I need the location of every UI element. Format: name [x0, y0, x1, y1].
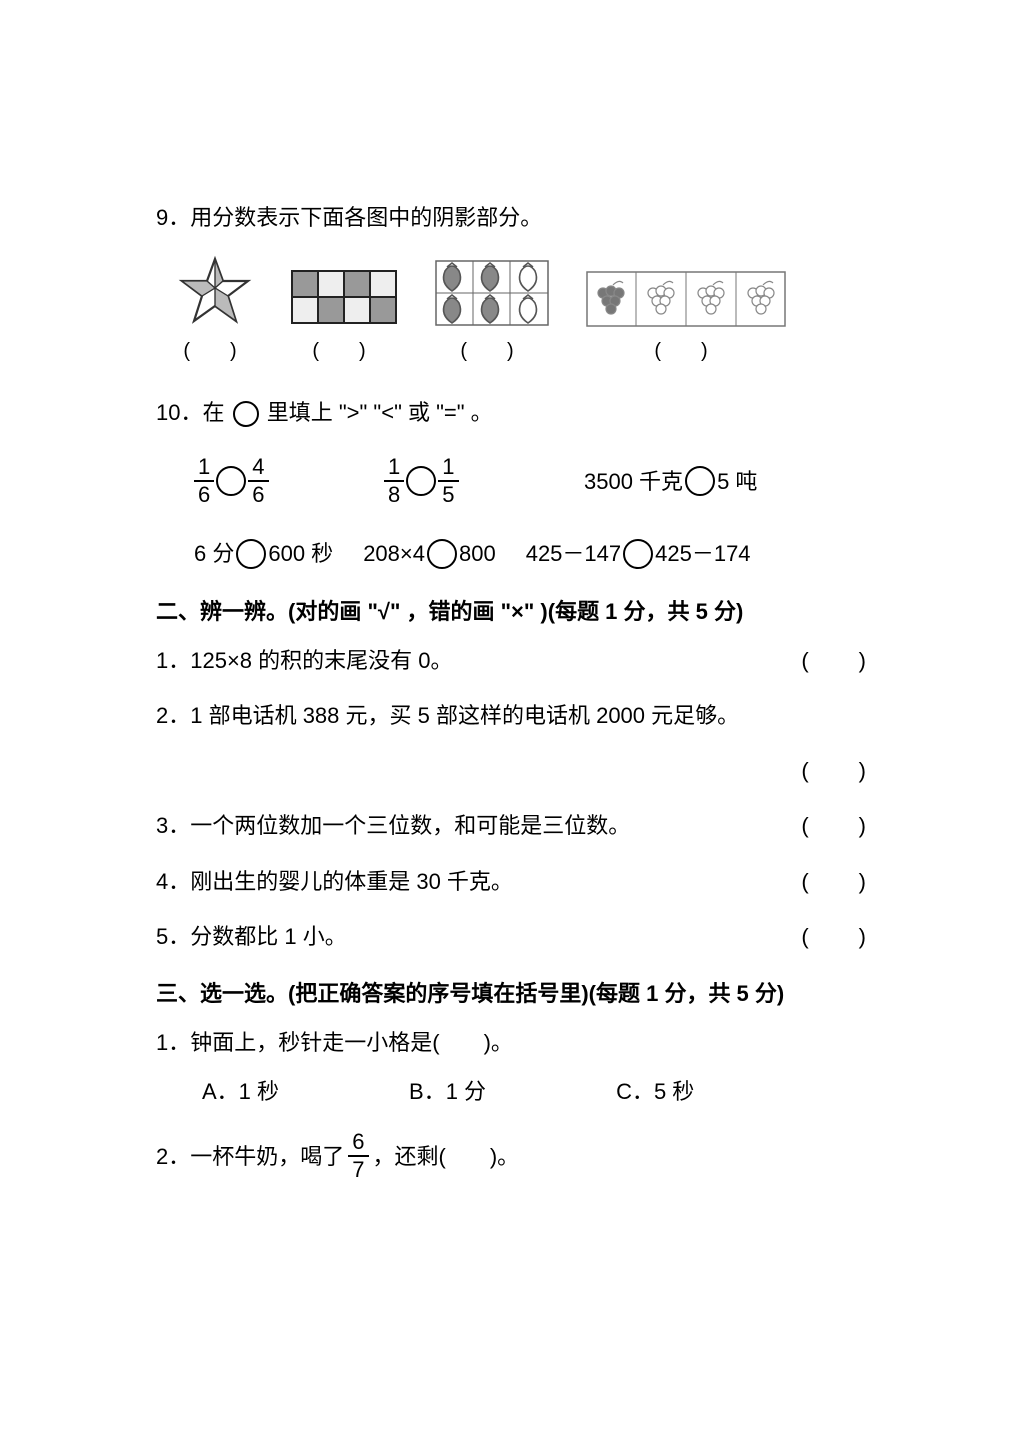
frac-num: 1	[438, 456, 458, 482]
sec2-q5: 5．分数都比 1 小。 ( )	[156, 919, 868, 954]
star-icon	[176, 255, 254, 327]
cmp-a: 425－147	[526, 536, 621, 571]
q9-img-star: ( )	[176, 255, 254, 367]
mc-opt-b[interactable]: B．1 分	[409, 1074, 486, 1109]
q10-row1: 16 46 18 15 3500 千克 5 吨	[194, 456, 868, 506]
q10-cmp-1: 16 46	[194, 456, 384, 506]
q9-images: ( ) ( )	[176, 255, 868, 367]
cmp-a: 3500 千克	[584, 464, 683, 499]
tf-paren[interactable]: ( )	[801, 864, 868, 899]
frac-num: 1	[384, 456, 404, 482]
q9-img-straw: ( )	[434, 259, 550, 367]
q9-grid-paren[interactable]: ( )	[312, 335, 375, 367]
q9-star-paren[interactable]: ( )	[183, 335, 246, 367]
frac-den: 5	[438, 482, 458, 506]
cmp-a: 208×4	[363, 536, 425, 571]
tf-paren[interactable]: ( )	[801, 919, 868, 954]
q10: 10．在 里填上 ">" "<" 或 "=" 。	[156, 395, 868, 430]
q9-number: 9．	[156, 205, 190, 230]
q10-cmp-5: 208×4 800	[363, 536, 496, 571]
frac-num: 6	[348, 1131, 368, 1157]
q9-grapes-paren[interactable]: ( )	[654, 335, 717, 367]
grid-icon	[290, 269, 398, 327]
mc-opt-a[interactable]: A．1 秒	[202, 1074, 279, 1109]
sec2-q3: 3．一个两位数加一个三位数，和可能是三位数。 ( )	[156, 808, 868, 843]
frac-den: 7	[348, 1157, 368, 1181]
tf-paren[interactable]: ( )	[801, 753, 868, 788]
tf-stem: 1．125×8 的积的末尾没有 0。	[156, 643, 453, 678]
tf-stem: 3．一个两位数加一个三位数，和可能是三位数。	[156, 808, 630, 843]
sec3-q1-stem: 1．钟面上，秒针走一小格是( )。	[156, 1025, 868, 1060]
q10-cmp-2: 18 15	[384, 456, 584, 506]
cmp-a: 6 分	[194, 536, 234, 571]
q10-text-a: 在	[202, 400, 230, 425]
grapes-icon	[586, 271, 786, 327]
sec2-q4: 4．刚出生的婴儿的体重是 30 千克。 ( )	[156, 864, 868, 899]
compare-circle[interactable]	[216, 466, 246, 496]
tf-stem: 4．刚出生的婴儿的体重是 30 千克。	[156, 864, 513, 899]
sec3-head: 三、选一选。(把正确答案的序号填在括号里)(每题 1 分，共 5 分)	[156, 976, 868, 1011]
circle-icon	[233, 401, 259, 427]
q10-number: 10．	[156, 400, 202, 425]
frac-den: 6	[194, 482, 214, 506]
frac-num: 1	[194, 456, 214, 482]
compare-circle[interactable]	[406, 466, 436, 496]
compare-circle[interactable]	[236, 539, 266, 569]
q9: 9．用分数表示下面各图中的阴影部分。	[156, 200, 868, 235]
compare-circle[interactable]	[623, 539, 653, 569]
compare-circle[interactable]	[427, 539, 457, 569]
q9-straw-paren[interactable]: ( )	[460, 335, 523, 367]
sec3-q1-opts: A．1 秒 B．1 分 C．5 秒	[202, 1074, 868, 1109]
q10-cmp-3: 3500 千克 5 吨	[584, 464, 757, 499]
sec2-head: 二、辨一辨。(对的画 "√" ，错的画 "×" )(每题 1 分，共 5 分)	[156, 594, 868, 629]
tf-paren[interactable]: ( )	[801, 643, 868, 678]
q10-row2: 6 分 600 秒 208×4 800 425－147 425－174	[194, 536, 868, 571]
compare-circle[interactable]	[685, 466, 715, 496]
sec2-q2: 2．1 部电话机 388 元，买 5 部这样的电话机 2000 元足够。 ( )	[156, 698, 868, 788]
q9-img-grapes: ( )	[586, 271, 786, 367]
sec2-q1: 1．125×8 的积的末尾没有 0。 ( )	[156, 643, 868, 678]
sec3-q2-b: ，还剩( )。	[373, 1139, 520, 1174]
q9-img-grid: ( )	[290, 269, 398, 367]
sec3-q2-a: 2．一杯牛奶，喝了	[156, 1139, 344, 1174]
q10-cmp-6: 425－147 425－174	[526, 536, 751, 571]
frac-den: 6	[248, 482, 268, 506]
tf-stem: 5．分数都比 1 小。	[156, 919, 347, 954]
strawberry-icon	[434, 259, 550, 327]
frac-num: 4	[248, 456, 268, 482]
cmp-b: 5 吨	[717, 464, 757, 499]
cmp-b: 600 秒	[268, 536, 333, 571]
q10-text-b: 里填上 ">" "<" 或 "=" 。	[261, 400, 493, 425]
q9-text: 用分数表示下面各图中的阴影部分。	[190, 205, 542, 230]
cmp-b: 425－174	[655, 536, 750, 571]
q10-cmp-4: 6 分 600 秒	[194, 536, 333, 571]
frac-den: 8	[384, 482, 404, 506]
tf-stem: 2．1 部电话机 388 元，买 5 部这样的电话机 2000 元足够。	[156, 698, 868, 733]
mc-opt-c[interactable]: C．5 秒	[616, 1074, 694, 1109]
sec3-q2: 2．一杯牛奶，喝了 6 7 ，还剩( )。	[156, 1131, 868, 1181]
tf-paren[interactable]: ( )	[801, 808, 868, 843]
cmp-b: 800	[459, 536, 496, 571]
